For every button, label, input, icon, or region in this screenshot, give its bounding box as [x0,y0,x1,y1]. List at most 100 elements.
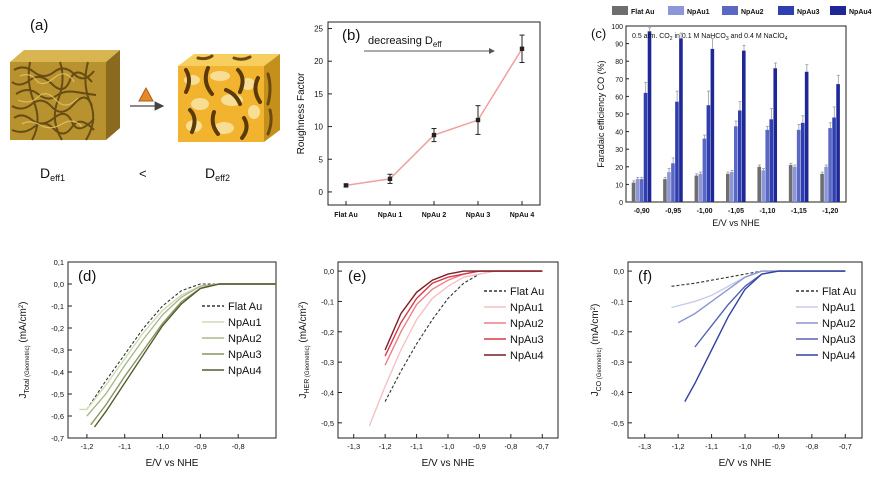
legend-label: Flat Au [228,301,262,313]
data-point [475,117,481,123]
y-tick-label: 15 [314,90,323,99]
annotation-text: decreasing Deff [368,35,442,49]
d-eff2-label: Deff2 [205,165,230,183]
bar [734,126,738,202]
x-axis-label: E/V vs NHE [422,458,475,469]
y-tick-label: 5 [319,155,324,164]
legend-swatch [722,6,738,15]
x-tick-label: -1,1 [118,442,131,451]
legend-label: Flat Au [822,286,856,298]
x-tick-label: -1,3 [638,442,651,451]
y-tick-label: -0,2 [321,328,334,337]
y-axis-label: Roughness Factor [296,72,307,154]
panel-label: (f) [638,268,652,285]
bar [820,173,824,202]
legend-label: NpAu4 [849,9,872,16]
bar [742,50,746,202]
d-eff1-label: Deff1 [40,165,65,183]
y-tick-label: 40 [615,130,623,137]
heating-arrow [130,86,165,111]
x-tick-label: -1,2 [672,442,685,451]
panel-e-her-current-chart: 0,0 -0,1 -0,2 -0,3 -0,4 -0,5 -1,3 -1,2 -1,1 -1,0 -… [298,261,559,469]
x-tick-label: -0,9 [473,442,486,451]
data-point [343,183,349,188]
y-tick-label: 25 [314,25,323,34]
y-tick-label: -0,1 [611,297,624,306]
legend-label: NpAu3 [228,349,262,361]
x-tick-label: -1,1 [705,442,718,451]
y-tick-label: 0 [619,200,623,207]
legend-label: NpAu1 [228,317,262,329]
y-tick-label: 0,0 [614,267,624,276]
panel-f-co-current-chart: 0,0 -0,1 -0,2 -0,3 -0,4 -0,5 -1,3 -1,2 -1,1 -1,0 -… [590,261,863,469]
x-tick-label: -0,9 [194,442,207,451]
x-axis-label: E/V vs NHE [719,458,772,469]
x-tick-label: -0,90 [634,208,650,215]
x-tick-label: -1,2 [80,442,93,451]
x-tick-label: -0,8 [232,442,245,451]
legend-label: NpAu3 [797,9,820,16]
svg-text:Deff1: Deff1 [40,165,65,183]
y-tick-label: -0,5 [51,390,64,399]
y-tick-label: -0,4 [321,388,334,397]
legend-label: NpAu1 [687,9,710,16]
legend-swatch [668,6,684,15]
legend-swatch [612,6,628,15]
x-axis-label: E/V vs NHE [146,458,199,469]
x-axis-label: E/V vs NHE [712,218,760,228]
bar [761,170,766,202]
bar [663,179,667,202]
series-line [384,270,543,402]
data-point [431,132,437,138]
panel-a-label: (a) [30,17,48,34]
bar [675,101,679,202]
svg-text:Deff2: Deff2 [205,165,230,183]
porous-block-right [178,54,280,142]
legend-label: NpAu2 [510,318,544,330]
plot-frame [327,21,541,206]
series-line [93,283,276,428]
x-tick-label: -1,15 [791,208,807,215]
series-line [384,270,543,351]
x-tick-label: -1,0 [156,442,169,451]
bar [788,165,793,202]
panel-label: (c) [591,26,606,41]
series-line [677,270,846,324]
legend-swatch [778,6,794,15]
bar [702,138,707,202]
bar [757,166,762,202]
panel-c-faradaic-chart: Flat Au NpAu1 NpAu2 NpAu3 NpAu4 0 10 20 30 40 50 60… [591,6,872,228]
y-tick-label: -0,6 [51,412,64,421]
bar [836,84,840,202]
y-tick-label: 80 [615,59,623,66]
x-tick-label: -0,9 [772,442,785,451]
y-tick-label: -0,4 [51,368,64,377]
panel-b-roughness-chart: 0 5 10 15 20 25 Flat Au NpAu 1 NpAu 2 NpAu 3 NpAu … [296,21,541,219]
bar [765,129,770,202]
legend-label: NpAu4 [228,365,262,377]
bar [828,128,832,202]
y-tick-label: 50 [615,112,623,119]
porous-block-left [10,50,120,141]
x-tick-label: NpAu 4 [510,212,535,219]
bar [631,182,636,202]
y-tick-label: -0,3 [51,346,64,355]
bar [769,119,774,202]
legend-label: NpAu4 [510,350,544,362]
y-tick-label: 60 [615,94,623,101]
bar [824,166,828,202]
x-tick-label: -1,05 [728,208,744,215]
compare-symbol: < [139,166,147,181]
legend-label: Flat Au [510,286,544,298]
y-axis-label: JCO (Geometric) (mA/cm2) [590,304,603,397]
bar [694,175,699,202]
x-tick-label: NpAu 3 [466,212,491,219]
y-tick-label: -0,2 [611,328,624,337]
bar [726,173,730,202]
legend-label: NpAu1 [822,302,856,314]
bar [832,117,836,202]
y-tick-label: -0,3 [611,358,624,367]
y-tick-label: 0 [319,188,324,197]
bar [671,163,675,202]
